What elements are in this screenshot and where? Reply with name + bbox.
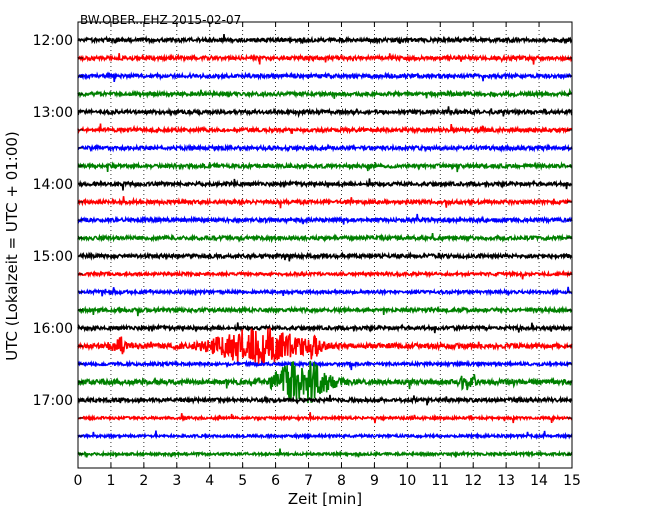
trace-line-1645 bbox=[77, 360, 573, 404]
x-tick-label: 13 bbox=[497, 473, 515, 489]
x-tick-label: 6 bbox=[271, 473, 280, 489]
trace-line-1700 bbox=[77, 394, 573, 406]
y-axis-label: UTC (Lokalzeit = UTC + 01:00) bbox=[3, 131, 21, 361]
trace-line-1345 bbox=[77, 161, 573, 173]
trace-line-1715 bbox=[77, 412, 573, 424]
x-tick-label: 2 bbox=[139, 473, 148, 489]
trace-line-1430 bbox=[77, 213, 573, 225]
y-tick-label: 17:00 bbox=[33, 393, 73, 409]
x-tick-label: 3 bbox=[172, 473, 181, 489]
trace-line-1400 bbox=[77, 178, 573, 191]
x-tick-label: 4 bbox=[205, 473, 214, 489]
plot-frame bbox=[77, 21, 573, 469]
x-tick-label: 11 bbox=[431, 473, 449, 489]
x-tick-label: 12 bbox=[464, 473, 482, 489]
trace-line-1515 bbox=[77, 269, 573, 280]
x-tick-label: 1 bbox=[106, 473, 115, 489]
x-tick-label: 7 bbox=[304, 473, 313, 489]
x-tick-label: 5 bbox=[238, 473, 247, 489]
trace-group bbox=[77, 34, 573, 459]
y-axis-ticks: 12:00 13:00 14:00 15:00 16:00 17:00 bbox=[33, 33, 572, 455]
x-axis-ticks: 0 1 2 3 4 5 6 7 8 9 10 11 12 13 14 15 bbox=[74, 22, 581, 489]
trace-line-1445 bbox=[77, 233, 573, 244]
x-tick-label: 8 bbox=[337, 473, 346, 489]
y-tick-label: 16:00 bbox=[33, 321, 73, 337]
x-tick-label: 0 bbox=[74, 473, 83, 489]
trace-line-1245 bbox=[77, 87, 573, 99]
trace-line-1545 bbox=[77, 305, 573, 317]
x-tick-label: 14 bbox=[530, 473, 548, 489]
trace-line-1300 bbox=[77, 106, 573, 119]
x-tick-label: 9 bbox=[370, 473, 379, 489]
trace-line-1500 bbox=[77, 251, 573, 262]
trace-line-1600 bbox=[77, 322, 573, 334]
trace-line-1230 bbox=[77, 71, 573, 83]
trace-line-1215 bbox=[77, 53, 573, 65]
trace-line-1415 bbox=[77, 196, 573, 209]
y-tick-label: 15:00 bbox=[33, 249, 73, 265]
y-tick-label: 14:00 bbox=[33, 177, 73, 193]
trace-line-1745 bbox=[77, 448, 573, 459]
trace-line-1330 bbox=[77, 143, 573, 153]
trace-line-1200 bbox=[77, 34, 573, 45]
trace-line-1615 bbox=[77, 327, 573, 366]
trace-line-1630 bbox=[77, 359, 573, 371]
x-tick-label: 10 bbox=[398, 473, 416, 489]
x-axis-label: Zeit [min] bbox=[288, 490, 362, 508]
chart-title: BW.OBER..EHZ 2015-02-07 bbox=[80, 13, 241, 27]
trace-line-1315 bbox=[77, 123, 573, 135]
y-tick-label: 12:00 bbox=[33, 33, 73, 49]
trace-line-1530 bbox=[77, 286, 573, 297]
y-tick-label: 13:00 bbox=[33, 105, 73, 121]
trace-line-1730 bbox=[77, 430, 573, 441]
x-tick-label: 15 bbox=[563, 473, 581, 489]
